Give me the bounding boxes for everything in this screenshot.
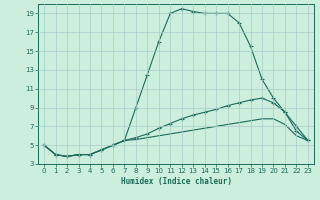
X-axis label: Humidex (Indice chaleur): Humidex (Indice chaleur) [121, 177, 231, 186]
